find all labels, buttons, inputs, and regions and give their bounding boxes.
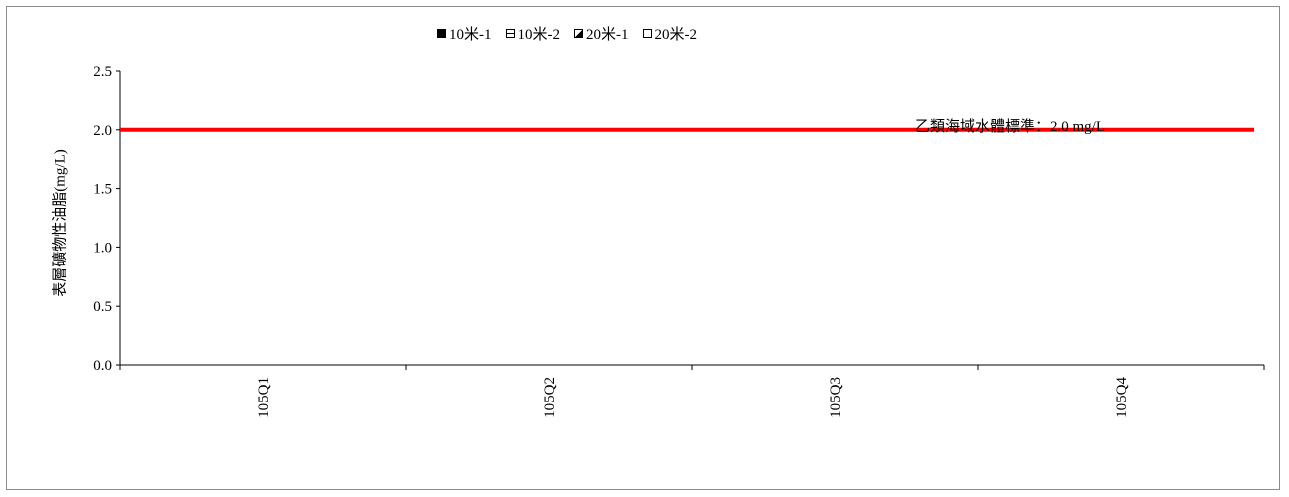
legend-item-series-3: 20米-1	[574, 23, 629, 44]
y-tick-label: 1.5	[93, 182, 112, 198]
x-tick-label: 105Q2	[542, 377, 558, 418]
legend-item-series-4: 20米-2	[642, 23, 698, 44]
legend-item-series-2: 10米-2	[505, 23, 561, 44]
legend-label-series-3: 20米-1	[586, 26, 629, 43]
y-tick-label: 1.0	[93, 240, 112, 256]
legend-label-series-1: 10米-1	[449, 26, 492, 43]
x-tick-label: 105Q1	[256, 377, 272, 418]
legend-swatch-series-3	[574, 28, 583, 38]
legend-swatch-series-2	[505, 28, 515, 38]
y-tick-label: 2.0	[93, 123, 112, 139]
legend-swatch-series-1	[437, 28, 446, 38]
chart-legend: 10米-1 10米-2 20米-1 20米-2	[437, 22, 711, 44]
x-tick-label: 105Q3	[828, 377, 844, 418]
chart-frame: 0.0 0.5 1.0 1.5 2.0 2.5 105Q1 105Q2 105Q3 105Q4 1…	[6, 6, 1280, 490]
legend-label-series-2: 10米-2	[517, 26, 561, 43]
y-tick-label: 0.0	[93, 358, 112, 374]
x-tick-label: 105Q4	[1114, 377, 1130, 418]
reference-line-label: 乙類海域水體標準：2.0 mg/L	[915, 119, 1105, 135]
legend-item-series-1: 10米-1	[437, 23, 492, 44]
legend-label-series-4: 20米-2	[654, 26, 698, 43]
legend-swatch-series-4	[642, 28, 652, 38]
y-tick-label: 2.5	[93, 64, 112, 80]
y-axis-title: 表層礦物性油脂(mg/L)	[52, 149, 69, 297]
y-tick-label: 0.5	[93, 299, 112, 315]
chart-plot-area: 0.0 0.5 1.0 1.5 2.0 2.5 105Q1 105Q2 105Q3 105Q4	[93, 64, 1265, 418]
